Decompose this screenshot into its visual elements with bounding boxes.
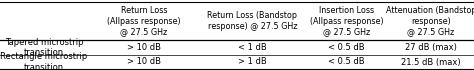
Text: 27 dB (max): 27 dB (max) — [405, 43, 457, 52]
Text: < 0.5 dB: < 0.5 dB — [328, 57, 365, 66]
Text: Insertion Loss
(Allpass response)
@ 27.5 GHz: Insertion Loss (Allpass response) @ 27.5… — [310, 6, 383, 36]
Text: Attenuation (Bandstop
response)
@ 27.5 GHz: Attenuation (Bandstop response) @ 27.5 G… — [386, 6, 474, 36]
Text: Return Loss (Bandstop
response) @ 27.5 GHz: Return Loss (Bandstop response) @ 27.5 G… — [208, 11, 298, 31]
Text: Return Loss
(Allpass response)
@ 27.5 GHz: Return Loss (Allpass response) @ 27.5 GH… — [107, 6, 181, 36]
Text: > 10 dB: > 10 dB — [127, 57, 161, 66]
Text: < 1 dB: < 1 dB — [238, 43, 267, 52]
Text: Tapered microstrip
transition: Tapered microstrip transition — [5, 38, 83, 57]
Text: > 10 dB: > 10 dB — [127, 43, 161, 52]
Text: 21.5 dB (max): 21.5 dB (max) — [401, 57, 461, 66]
Text: Rectangle microstrip
transition: Rectangle microstrip transition — [0, 52, 88, 70]
Text: < 0.5 dB: < 0.5 dB — [328, 43, 365, 52]
Text: > 1 dB: > 1 dB — [238, 57, 267, 66]
